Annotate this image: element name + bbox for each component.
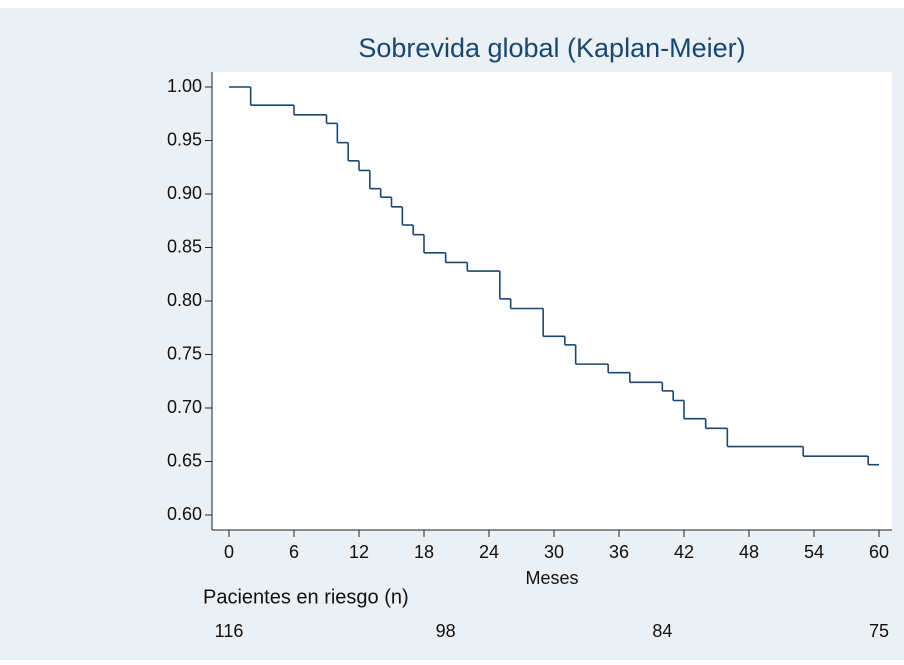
y-tick-label: 0.80 xyxy=(167,290,202,310)
x-tick-label: 18 xyxy=(414,542,434,562)
y-tick-label: 0.95 xyxy=(167,129,202,149)
x-tick-label: 12 xyxy=(349,542,369,562)
y-tick-label: 0.85 xyxy=(167,236,202,256)
x-tick-label: 24 xyxy=(479,542,499,562)
x-tick-label: 60 xyxy=(869,542,889,562)
y-tick-label: 0.75 xyxy=(167,343,202,363)
risk-count: 84 xyxy=(652,621,672,641)
x-tick-label: 54 xyxy=(804,542,824,562)
x-axis-label: Meses xyxy=(525,568,578,588)
y-tick-label: 0.90 xyxy=(167,183,202,203)
risk-table-title: Pacientes en riesgo (n) xyxy=(203,586,409,608)
chart-title: Sobrevida global (Kaplan-Meier) xyxy=(358,33,745,63)
risk-count: 116 xyxy=(215,621,244,641)
plot-area xyxy=(212,72,892,530)
x-tick-label: 6 xyxy=(289,542,299,562)
x-tick-label: 36 xyxy=(609,542,629,562)
risk-count: 98 xyxy=(436,621,456,641)
y-tick-label: 0.65 xyxy=(167,450,202,470)
y-tick-label: 1.00 xyxy=(167,76,202,96)
x-tick-label: 42 xyxy=(674,542,694,562)
x-tick-label: 30 xyxy=(544,542,564,562)
y-tick-label: 0.60 xyxy=(167,504,202,524)
y-tick-label: 0.70 xyxy=(167,397,202,417)
risk-count: 75 xyxy=(869,621,889,641)
x-tick-label: 0 xyxy=(224,542,234,562)
x-tick-label: 48 xyxy=(739,542,759,562)
